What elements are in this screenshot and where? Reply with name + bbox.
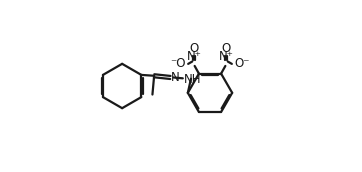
Text: O: O xyxy=(190,42,199,55)
Text: NH: NH xyxy=(184,73,201,86)
Text: N⁺: N⁺ xyxy=(187,50,202,63)
Text: N: N xyxy=(171,71,180,84)
Text: O: O xyxy=(221,42,231,55)
Text: O⁻: O⁻ xyxy=(235,57,250,70)
Text: ⁻O: ⁻O xyxy=(170,57,185,70)
Text: N⁺: N⁺ xyxy=(218,50,233,63)
